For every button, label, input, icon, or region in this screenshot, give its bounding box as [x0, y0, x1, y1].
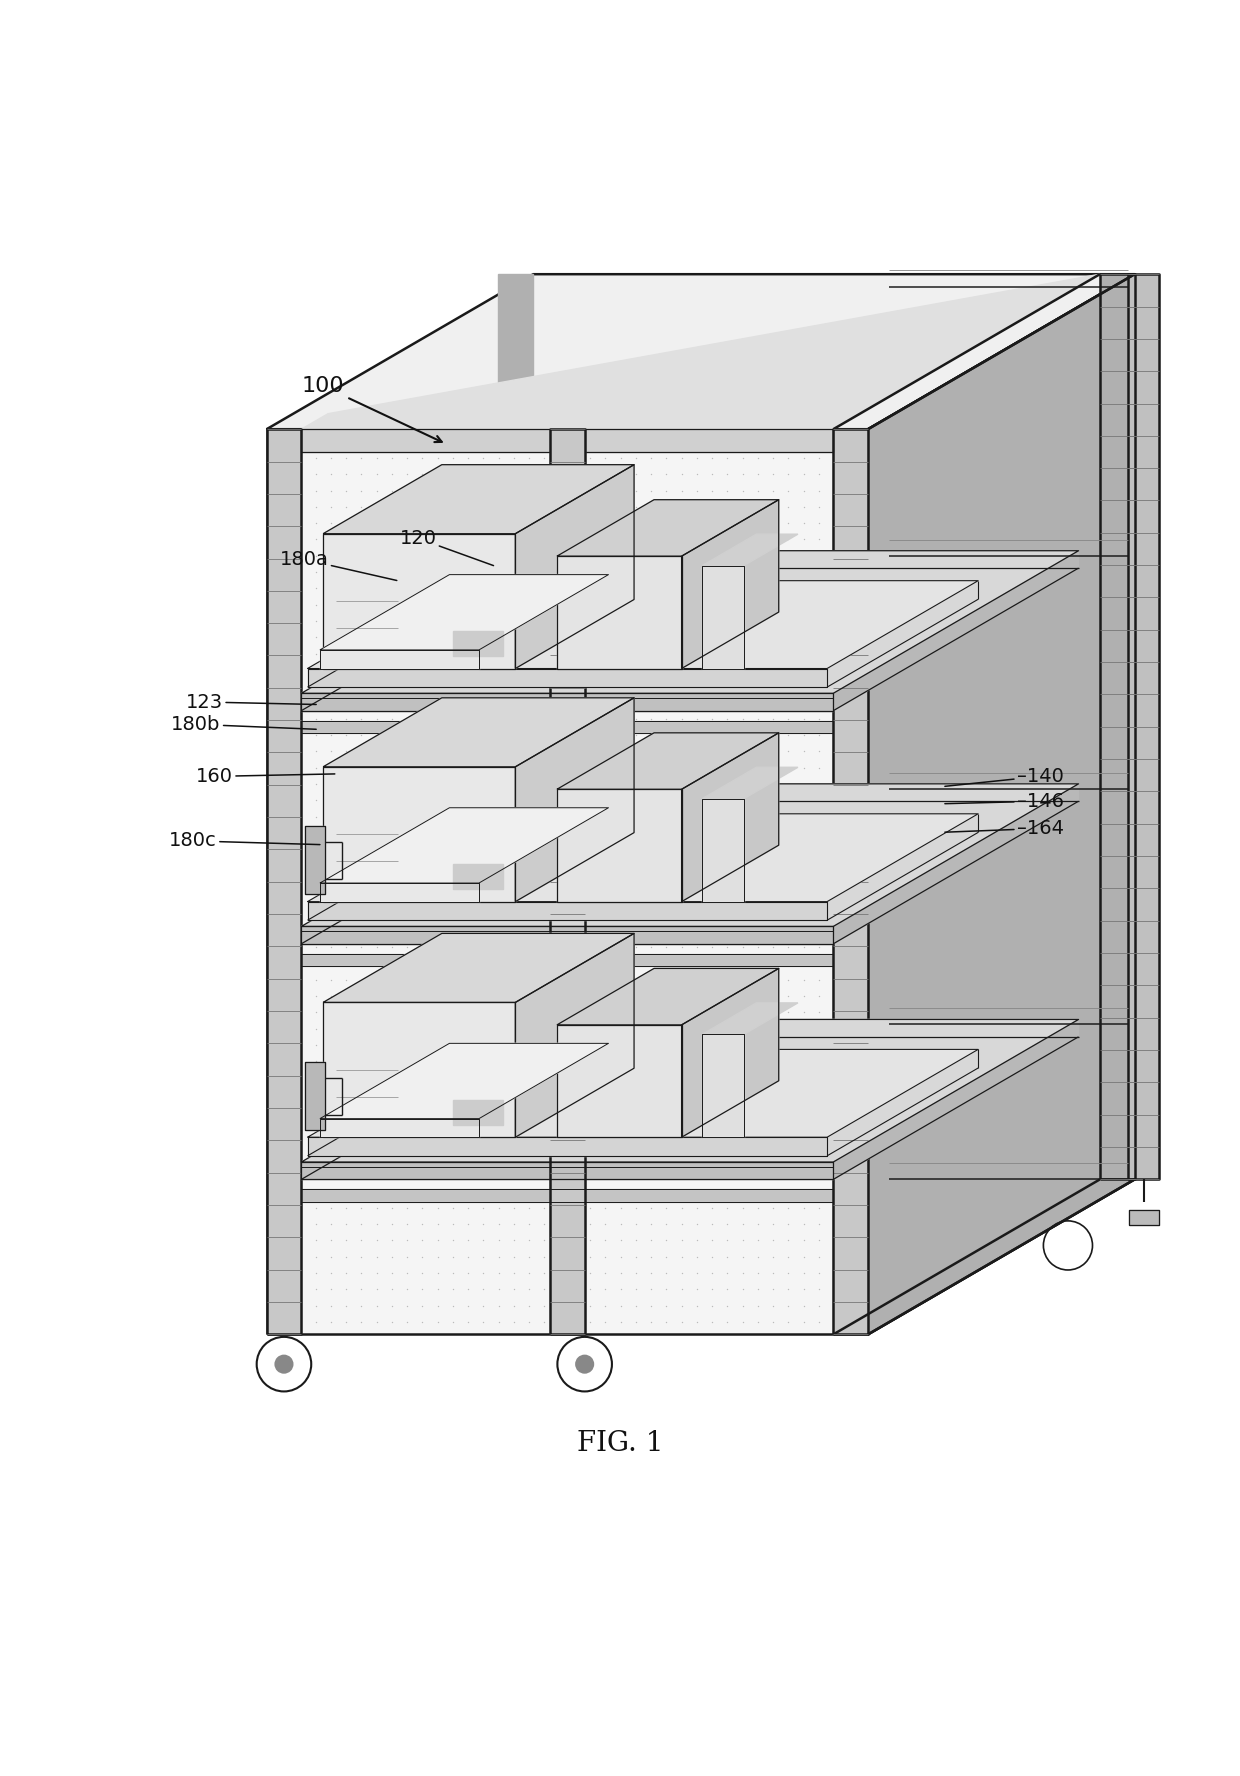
Polygon shape: [301, 1190, 833, 1202]
Polygon shape: [557, 499, 779, 556]
Polygon shape: [702, 767, 797, 799]
Polygon shape: [305, 1062, 325, 1130]
Text: –140: –140: [945, 767, 1064, 787]
Polygon shape: [324, 465, 634, 535]
Polygon shape: [324, 535, 516, 668]
Polygon shape: [324, 934, 634, 1002]
Text: 100: 100: [301, 377, 441, 442]
Polygon shape: [557, 1025, 682, 1137]
Text: 180c: 180c: [169, 831, 320, 851]
Polygon shape: [454, 630, 503, 655]
Polygon shape: [308, 668, 827, 687]
Polygon shape: [267, 430, 868, 1334]
Text: –146: –146: [945, 792, 1064, 810]
Polygon shape: [1128, 274, 1159, 1179]
Polygon shape: [557, 968, 779, 1025]
Polygon shape: [557, 789, 682, 902]
Polygon shape: [516, 934, 634, 1137]
Polygon shape: [301, 1019, 1079, 1162]
Polygon shape: [301, 698, 833, 710]
Polygon shape: [320, 808, 609, 883]
Circle shape: [274, 1355, 294, 1373]
Polygon shape: [308, 581, 978, 668]
Text: 160: 160: [196, 767, 335, 787]
Polygon shape: [320, 1043, 609, 1119]
Text: 123: 123: [186, 693, 316, 712]
Text: 180b: 180b: [171, 714, 316, 733]
Polygon shape: [868, 274, 1135, 1334]
Polygon shape: [301, 693, 833, 710]
Polygon shape: [324, 698, 634, 767]
Polygon shape: [682, 968, 779, 1137]
Polygon shape: [454, 865, 503, 890]
Polygon shape: [267, 274, 1135, 430]
Polygon shape: [833, 1019, 1079, 1179]
Polygon shape: [301, 1167, 833, 1179]
Polygon shape: [320, 575, 609, 650]
Polygon shape: [702, 799, 744, 902]
Polygon shape: [320, 1119, 479, 1137]
Polygon shape: [516, 698, 634, 902]
Polygon shape: [301, 430, 833, 451]
Polygon shape: [498, 274, 533, 382]
Polygon shape: [557, 556, 682, 668]
Polygon shape: [301, 551, 1079, 693]
Text: FIG. 1: FIG. 1: [577, 1430, 663, 1456]
Polygon shape: [833, 783, 1079, 943]
Polygon shape: [301, 927, 833, 943]
Polygon shape: [301, 783, 1079, 927]
Polygon shape: [454, 1099, 503, 1124]
Polygon shape: [320, 883, 479, 902]
Polygon shape: [301, 274, 1100, 430]
Polygon shape: [682, 733, 779, 902]
Polygon shape: [1128, 1211, 1158, 1225]
Polygon shape: [868, 274, 1135, 1334]
Polygon shape: [702, 1003, 797, 1034]
Polygon shape: [516, 465, 634, 668]
Polygon shape: [320, 650, 479, 668]
Polygon shape: [301, 954, 833, 966]
Polygon shape: [702, 535, 797, 565]
Text: 120: 120: [399, 529, 494, 565]
Polygon shape: [324, 767, 516, 902]
Polygon shape: [301, 931, 833, 943]
Polygon shape: [557, 733, 779, 789]
Polygon shape: [702, 1034, 744, 1137]
Polygon shape: [308, 1137, 827, 1156]
Polygon shape: [267, 430, 301, 1334]
Polygon shape: [1100, 274, 1135, 1179]
Text: –164: –164: [945, 819, 1064, 838]
Polygon shape: [682, 499, 779, 668]
Polygon shape: [301, 721, 833, 733]
Polygon shape: [833, 430, 868, 1334]
Polygon shape: [702, 565, 744, 668]
Polygon shape: [308, 813, 978, 902]
Polygon shape: [833, 551, 1079, 710]
Polygon shape: [308, 902, 827, 920]
Text: 180a: 180a: [280, 551, 397, 581]
Polygon shape: [301, 1162, 833, 1179]
Polygon shape: [324, 1002, 516, 1137]
Circle shape: [575, 1355, 594, 1373]
Polygon shape: [308, 1050, 978, 1137]
Polygon shape: [305, 826, 325, 893]
Polygon shape: [551, 430, 585, 1334]
